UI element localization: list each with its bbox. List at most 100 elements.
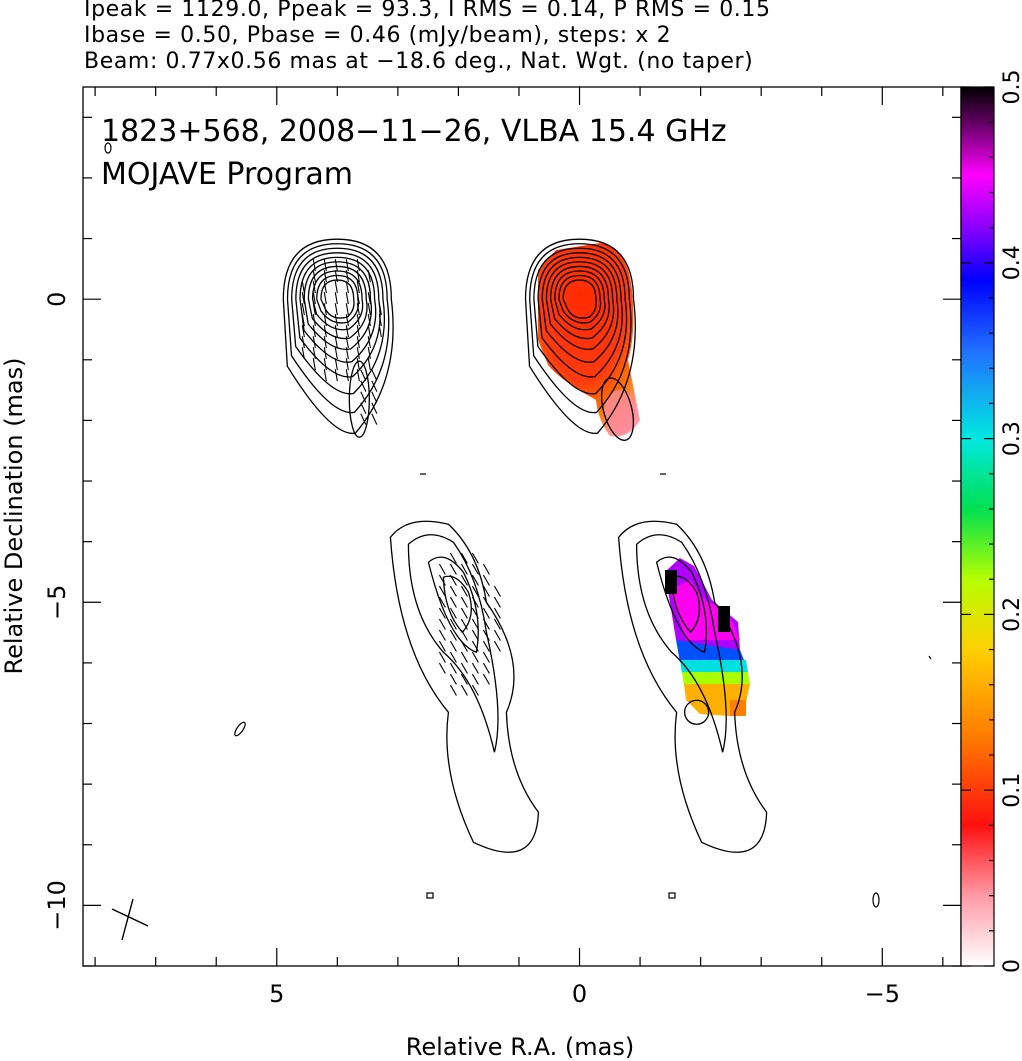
- colorbar-tick-label: 0.1: [1000, 773, 1022, 808]
- contour-panel1: [291, 247, 386, 395]
- evpa-tick-panel3: [438, 662, 446, 674]
- evpa-tick-panel1: [356, 270, 360, 283]
- evpa-tick-panel3: [471, 640, 479, 652]
- contour-panel4-core: [683, 699, 710, 725]
- contour-panel3: [407, 534, 499, 753]
- evpa-tick-panel1: [367, 325, 371, 338]
- x-axis-label: Relative R.A. (mas): [406, 1033, 634, 1061]
- evpa-tick-panel1: [312, 336, 316, 349]
- y-axis-label: Relative Declination (mas): [0, 357, 28, 674]
- colorbar-tick-label: 0.4: [1000, 245, 1022, 280]
- evpa-tick-panel3: [438, 596, 446, 608]
- evpa-tick-panel1: [367, 292, 371, 305]
- evpa-tick-panel1: [378, 303, 382, 316]
- evpa-tick-panel1: [323, 259, 327, 272]
- evpa-tick-panel3: [438, 618, 446, 630]
- contour-panel2: [558, 274, 602, 324]
- contour-panel1: [282, 238, 394, 434]
- colorbar-labels: 0 0.1 0.2 0.3 0.4 0.5: [1000, 70, 1022, 974]
- evpa-tick-panel3: [482, 629, 490, 641]
- evpa-tick-panel3: [460, 585, 468, 597]
- evpa-tick-panel3: [449, 673, 457, 685]
- contour-panel1: [299, 256, 377, 363]
- evpa-tick-panel3: [449, 563, 457, 575]
- evpa-tick-panel3: [449, 596, 457, 608]
- header-line-3: Beam: 0.77x0.56 mas at −18.6 deg., Nat. …: [84, 49, 754, 74]
- evpa-tick-panel1: [345, 369, 349, 382]
- evpa-tick-panel3: [449, 629, 457, 641]
- evpa-tick-panel1: [367, 336, 371, 349]
- evpa-tick-panel1: [334, 281, 338, 294]
- beam-marker: [111, 898, 149, 941]
- evpa-tick-panel3: [449, 607, 457, 619]
- chart-subtitle: MOJAVE Program: [101, 157, 353, 192]
- evpa-tick-panel3: [438, 574, 446, 586]
- contour-panel2: [529, 243, 632, 414]
- evpa-tick-panel3: [482, 574, 490, 586]
- evpa-tick-panel1: [345, 336, 349, 349]
- evpa-tick-panel3: [449, 585, 457, 597]
- evpa-tick-panel1: [367, 270, 371, 283]
- evpa-tick-panel1-jet: [360, 369, 367, 381]
- evpa-tick-panel3: [449, 640, 457, 652]
- evpa-tick-panel1: [345, 358, 349, 371]
- evpa-tick-panel1: [367, 303, 371, 316]
- evpa-tick-panel1-jet: [360, 413, 367, 425]
- evpa-tick-panel1: [312, 314, 316, 327]
- evpa-tick-panel1: [323, 314, 327, 327]
- evpa-tick-panel1: [345, 270, 349, 283]
- colorbar-tick-label: 0.3: [1000, 421, 1022, 456]
- colorbar-tick-label: 0: [1000, 959, 1022, 973]
- evpa-tick-panel1: [356, 281, 360, 294]
- evpa-tick-panel3: [460, 574, 468, 586]
- evpa-tick-panel3: [471, 684, 479, 696]
- evpa-tick-panel3: [471, 563, 479, 575]
- evpa-tick-panel1: [334, 259, 338, 272]
- evpa-tick-panel1: [356, 358, 360, 371]
- evpa-tick-panel3: [460, 673, 468, 685]
- contour-panel2: [554, 270, 606, 331]
- evpa-tick-panel3: [471, 596, 479, 608]
- evpa-tick-panel3: [493, 618, 501, 630]
- contour-panel2: [545, 261, 615, 351]
- evpa-tick-panel1: [312, 325, 316, 338]
- fractional-polarization-map: [665, 558, 750, 716]
- contour-panel1: [286, 243, 390, 414]
- evpa-tick-panel3: [482, 585, 490, 597]
- evpa-tick-panel1: [356, 325, 360, 338]
- evpa-tick-panel3: [460, 596, 468, 608]
- evpa-tick-panel1: [323, 303, 327, 316]
- evpa-tick-panel3: [460, 662, 468, 674]
- evpa-tick-panel3: [471, 607, 479, 619]
- plot-frame: [82, 86, 962, 967]
- evpa-tick-panel1: [301, 303, 305, 316]
- evpa-tick-panel1: [367, 314, 371, 327]
- evpa-tick-panel1-jet: [371, 380, 378, 392]
- evpa-tick-panel3: [493, 629, 501, 641]
- evpa-tick-panel3: [493, 640, 501, 652]
- evpa-tick-panel1-jet: [371, 402, 378, 414]
- evpa-tick-panel1: [334, 336, 338, 349]
- evpa-tick-panel1: [356, 347, 360, 360]
- evpa-tick-panel1: [312, 281, 316, 294]
- chart-title: 1823+568, 2008−11−26, VLBA 15.4 GHz: [101, 114, 727, 149]
- contour-panel3: [427, 556, 479, 654]
- evpa-tick-panel3: [482, 673, 490, 685]
- contour-panel2: [537, 252, 623, 378]
- evpa-tick-panel3: [471, 618, 479, 630]
- header-line-2: Ibase = 0.50, Pbase = 0.46 (mJy/beam), s…: [84, 23, 672, 48]
- evpa-tick-panel3: [482, 607, 490, 619]
- evpa-tick-panel1: [345, 259, 349, 272]
- contour-panel2: [562, 279, 597, 319]
- evpa-tick-panel1: [356, 303, 360, 316]
- evpa-tick-panel1: [301, 292, 305, 305]
- evpa-tick-panel1-jet: [360, 391, 367, 403]
- evpa-tick-panel1: [345, 292, 349, 305]
- evpa-tick-panel3: [471, 629, 479, 641]
- evpa-tick-panel3: [471, 673, 479, 685]
- evpa-tick-panel1: [345, 347, 349, 360]
- evpa-tick-panel3: [449, 552, 457, 564]
- evpa-tick-panel1: [334, 303, 338, 316]
- evpa-tick-panel1: [323, 369, 327, 382]
